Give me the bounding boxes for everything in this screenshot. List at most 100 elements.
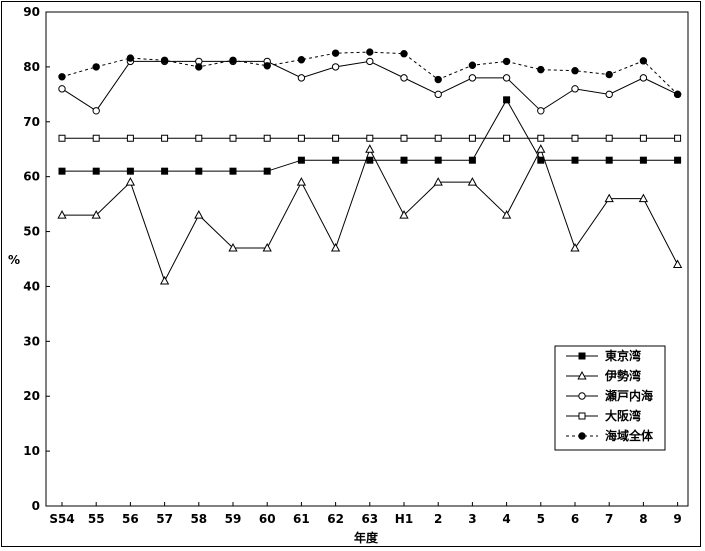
legend-label: 東京湾 [605, 348, 641, 363]
data-point [672, 259, 683, 268]
data-point [297, 56, 306, 64]
data-point [330, 242, 341, 252]
y-tick-label: 60 [23, 170, 40, 184]
data-point [673, 90, 682, 99]
plot-area [45, 11, 689, 507]
data-point [297, 74, 306, 82]
data-point [92, 63, 100, 71]
y-tick-label: 70 [23, 115, 40, 129]
series-layer [57, 48, 683, 285]
x-tick-label: 4 [502, 512, 510, 526]
data-point [92, 167, 100, 175]
data-point [91, 210, 101, 219]
data-point [229, 167, 237, 175]
data-point [194, 210, 204, 219]
data-point [366, 57, 374, 66]
data-point [502, 57, 511, 66]
legend-swatch-marker [578, 412, 586, 420]
legend-label: 瀬戸内海 [604, 388, 653, 403]
data-point [195, 63, 203, 71]
data-point [467, 177, 478, 186]
data-point [195, 134, 203, 142]
data-point [400, 50, 408, 58]
x-axis-ticks: S54 55 56 57 58 59 60 61 62 63 H1 2 3 4 5 6 7 8 9 [49, 502, 682, 526]
data-point [366, 156, 374, 164]
x-tick-label: S54 [49, 512, 74, 526]
data-point [639, 134, 647, 142]
data-point [161, 134, 169, 142]
y-tick-label: 30 [23, 334, 40, 348]
data-point [57, 210, 67, 219]
legend-label: 大阪湾 [605, 408, 641, 423]
legend-swatch-marker [578, 432, 586, 440]
x-tick-label: 59 [225, 512, 242, 526]
x-tick-label: 57 [156, 512, 173, 526]
data-point [639, 57, 648, 65]
y-axis-label: % [8, 253, 20, 267]
y-tick-label: 10 [23, 444, 40, 458]
x-tick-label: 63 [361, 512, 378, 526]
data-point [331, 63, 340, 71]
data-point [433, 177, 443, 186]
data-point [571, 67, 579, 75]
data-point [296, 177, 307, 186]
data-point [434, 156, 442, 164]
data-point [674, 156, 682, 164]
data-point [468, 61, 477, 69]
data-point [400, 134, 408, 142]
x-tick-label: 61 [293, 512, 310, 526]
data-point [126, 167, 134, 175]
series-1 [58, 96, 682, 175]
x-tick-label: H1 [395, 512, 413, 526]
data-point [468, 156, 476, 164]
data-point [468, 74, 477, 82]
data-point [502, 74, 511, 82]
data-point [366, 48, 374, 56]
data-point [365, 144, 375, 153]
y-tick-label: 80 [23, 60, 40, 74]
data-point [537, 134, 545, 142]
legend-swatch-marker [578, 392, 586, 400]
y-tick-label: 50 [23, 225, 40, 239]
data-point [434, 75, 442, 84]
data-point [160, 56, 169, 65]
legend-swatch-marker [578, 352, 586, 360]
data-point [605, 70, 613, 79]
data-point [228, 242, 238, 252]
data-point [639, 74, 648, 82]
data-point [503, 96, 511, 104]
data-point [605, 156, 613, 164]
data-point [58, 134, 66, 142]
data-point [468, 134, 476, 142]
data-point [537, 65, 545, 74]
data-point [126, 54, 135, 62]
data-point [92, 134, 100, 142]
x-tick-label: 7 [605, 512, 613, 526]
data-point [229, 134, 237, 142]
data-point [126, 134, 134, 142]
data-point [58, 73, 66, 81]
data-point [58, 167, 66, 175]
y-tick-label: 40 [23, 279, 40, 293]
y-tick-label: 0 [32, 499, 40, 513]
x-tick-label: 58 [190, 512, 207, 526]
data-point [674, 134, 682, 142]
series-line [61, 60, 678, 112]
data-point [297, 156, 305, 164]
x-tick-label: 55 [88, 512, 105, 526]
data-point [571, 85, 579, 93]
data-point [399, 210, 409, 219]
y-tick-label: 90 [23, 5, 40, 19]
series-2 [57, 144, 683, 285]
data-point [229, 56, 237, 65]
data-point [263, 62, 271, 70]
data-point [92, 107, 100, 115]
data-point [332, 134, 340, 142]
data-point [604, 193, 614, 203]
data-point [332, 156, 340, 164]
data-point [639, 156, 647, 164]
data-point [195, 167, 203, 175]
